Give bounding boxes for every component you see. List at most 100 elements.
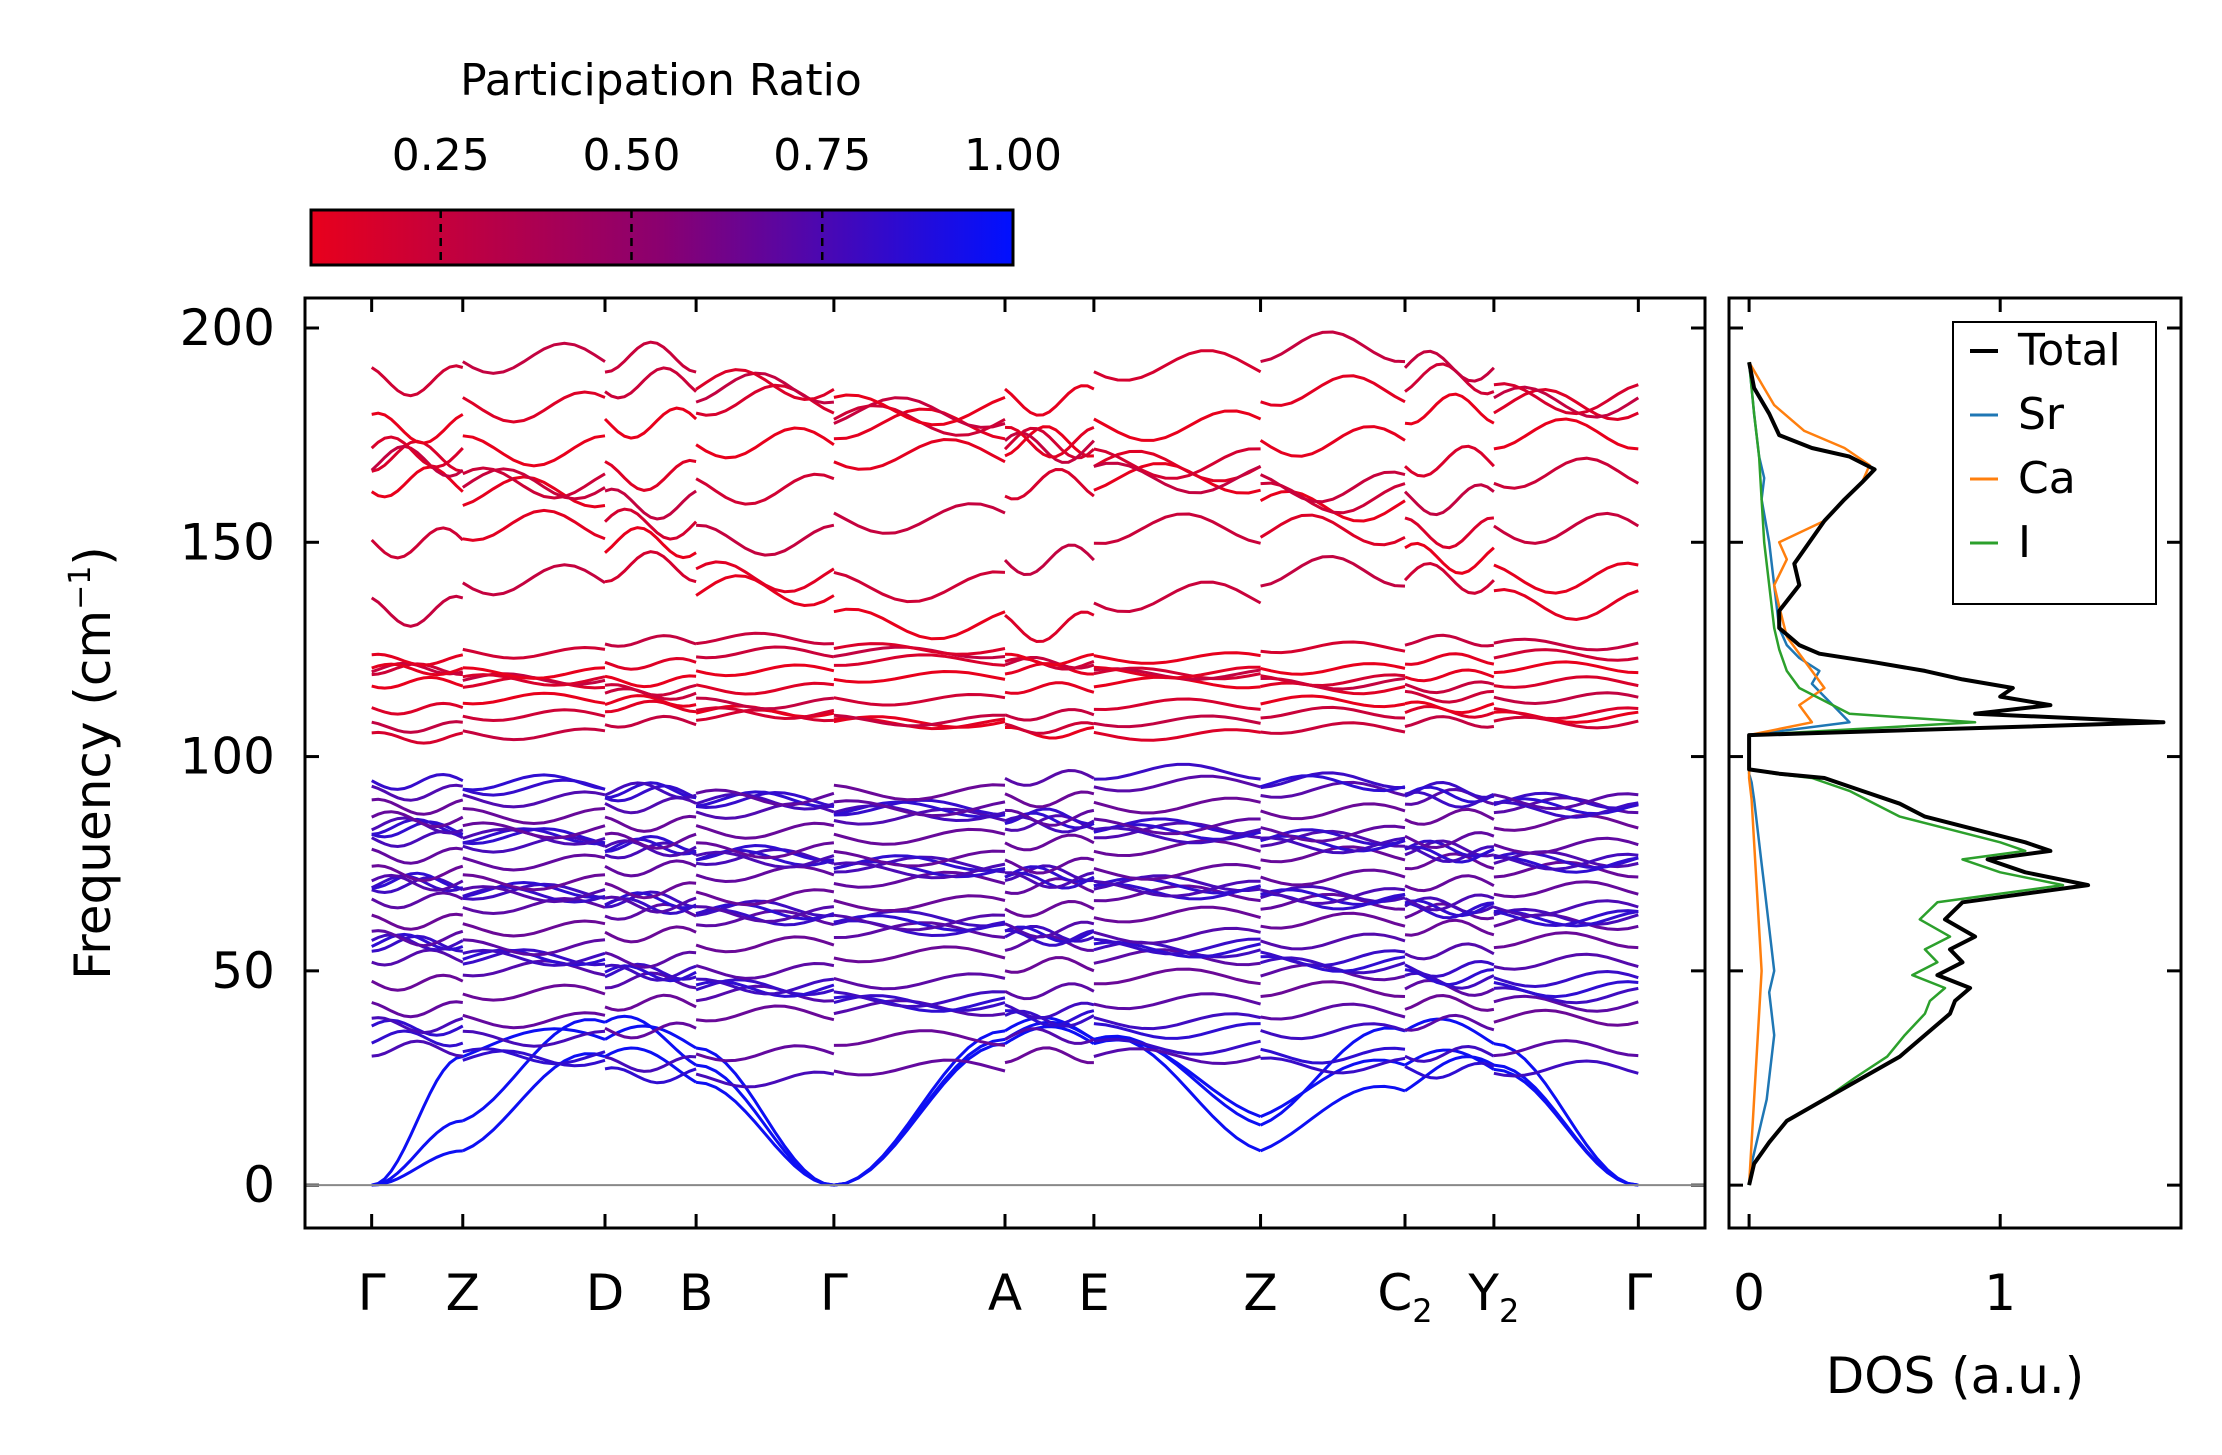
optical-band-low (604, 993, 697, 1012)
optical-band-high (833, 570, 1006, 604)
acoustic-band (695, 1063, 835, 1187)
colorbar-ticks: 0.25 0.50 0.75 1.00 (392, 130, 1062, 265)
optical-band-low (371, 873, 464, 892)
optical-band-high (371, 730, 464, 745)
optical-band-low (1260, 802, 1406, 821)
optical-band-high (1493, 691, 1639, 706)
optical-band-low (1260, 771, 1406, 790)
optical-band-low (1093, 1012, 1261, 1031)
optical-band-high (833, 669, 1006, 684)
optical-band-high (1260, 374, 1406, 407)
dos-legend: Total Sr Ca I (1952, 321, 2157, 605)
y-axis-label-main: Frequency (cm (64, 610, 122, 980)
optical-band-low (1404, 1044, 1495, 1063)
optical-band-high (833, 607, 1006, 641)
optical-band-low (371, 864, 464, 883)
optical-band-low (462, 773, 606, 792)
optical-band-high (695, 560, 835, 594)
optical-band-low (1093, 926, 1261, 945)
kpoint-label: Z (446, 1264, 480, 1322)
acoustic-band (833, 1037, 1006, 1187)
optical-band-low (462, 873, 606, 892)
optical-band-low (833, 913, 1006, 932)
optical-band-high (1404, 668, 1495, 683)
optical-band-high (371, 675, 464, 690)
optical-band-low (462, 807, 606, 826)
kpoint-label-text: Γ (1624, 1264, 1652, 1322)
optical-band-high (604, 714, 697, 729)
optical-band-high (371, 701, 464, 716)
optical-band-low (1004, 790, 1095, 809)
optical-band-low (1260, 868, 1406, 887)
optical-band-high (371, 662, 464, 677)
optical-band-low (1093, 948, 1261, 967)
acoustic-band (604, 1046, 697, 1084)
optical-band-high (1093, 461, 1262, 495)
kpoint-label-sub: 2 (1412, 1292, 1432, 1330)
acoustic-band (695, 1080, 835, 1187)
optical-band-high (695, 368, 835, 402)
y-tick-label: 50 (211, 942, 275, 1000)
optical-band-high (1493, 511, 1640, 545)
optical-band-high (1493, 637, 1639, 652)
acoustic-band (371, 1055, 464, 1187)
optical-band-low (1404, 807, 1495, 826)
acoustic-band (1259, 1026, 1406, 1127)
optical-band-low (1093, 826, 1261, 845)
optical-band-low (1004, 925, 1095, 944)
kpoint-label: Γ (1624, 1264, 1652, 1322)
optical-band-low (833, 799, 1006, 818)
optical-band-high (833, 437, 1006, 471)
optical-band-low (695, 1070, 835, 1089)
optical-band-high (1493, 387, 1639, 422)
optical-band-high (462, 434, 606, 468)
optical-band-low (1493, 899, 1639, 918)
optical-band-low (1093, 992, 1262, 1011)
kpoint-label: Y2 (1467, 1264, 1519, 1330)
optical-band-low (1493, 855, 1639, 874)
optical-band-high (695, 523, 835, 557)
optical-band-low (833, 894, 1006, 913)
optical-band-low (1004, 871, 1095, 889)
optical-band-low (1093, 1022, 1261, 1040)
legend-label-sr: Sr (2018, 389, 2065, 440)
optical-band-low (1493, 800, 1639, 819)
optical-band-high (1259, 489, 1406, 523)
kpoint-label: Γ (358, 1264, 386, 1322)
optical-band-high (462, 666, 606, 680)
optical-band-low (604, 814, 697, 833)
colorbar-tick-label: 1.00 (964, 130, 1062, 181)
colorbar-gradient (309, 208, 1015, 267)
optical-band-low (1004, 920, 1095, 939)
optical-band-high (1493, 675, 1639, 689)
kpoint-label-text: D (586, 1264, 625, 1322)
optical-band-high (695, 631, 834, 646)
optical-band-low (695, 850, 835, 869)
optical-band-high (1260, 554, 1406, 588)
optical-band-low (1493, 1039, 1639, 1058)
optical-band-high (1093, 665, 1261, 680)
acoustic-band (1493, 1063, 1639, 1187)
legend-label-i: I (2018, 517, 2031, 568)
optical-band-low (1093, 774, 1261, 793)
optical-band-low (604, 1021, 697, 1040)
optical-band-high (1404, 700, 1495, 715)
optical-band-low (604, 963, 697, 982)
optical-band-high (1093, 512, 1261, 545)
acoustic-band (1404, 1055, 1495, 1093)
optical-band-low (371, 929, 464, 948)
acoustic-band (462, 1027, 606, 1058)
optical-band-low (695, 935, 835, 954)
optical-band-low (833, 849, 1006, 868)
optical-band-low (371, 846, 464, 865)
optical-band-low (371, 1016, 464, 1035)
optical-band-high (604, 340, 697, 374)
optical-band-high (1093, 714, 1261, 729)
optical-band-high (1004, 721, 1095, 735)
optical-band-low (371, 772, 464, 791)
phonon-bands (370, 330, 1640, 1187)
optical-band-low (833, 827, 1006, 846)
legend-frame (1952, 321, 2157, 605)
